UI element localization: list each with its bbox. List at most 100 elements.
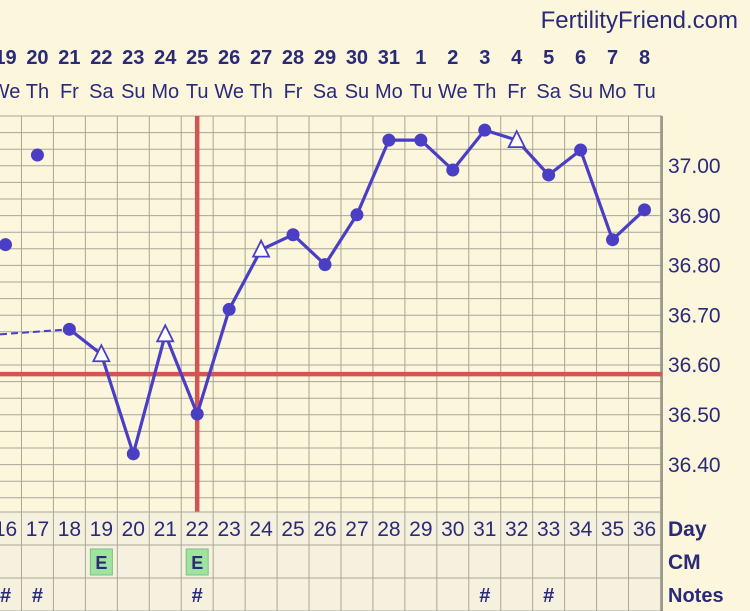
cycle-day-label: 20 [122,518,145,541]
date-label: 2 [447,47,458,69]
note-marker: # [479,585,490,607]
cycle-day-label: 23 [217,518,240,541]
weekday-label: Su [568,81,592,103]
weekday-label: We [214,81,244,103]
y-tick-label: 36.40 [668,454,721,477]
temperature-point [30,148,44,162]
date-label: 22 [90,47,112,69]
weekday-label: Tu [410,81,433,103]
cm-value: E [95,553,107,573]
temperature-point [286,228,300,242]
temperature-point [126,447,140,461]
cycle-day-label: 36 [633,518,656,541]
temperature-point [542,168,556,182]
date-row: 1920212223242526272829303112345678 [0,47,650,69]
cycle-day-label: 28 [377,518,400,541]
weekday-label: Sa [313,81,338,103]
temperature-point-triangle [155,323,175,343]
cycle-day-label: 27 [345,518,368,541]
cycle-day-label: 29 [409,518,432,541]
temperature-point [606,233,620,247]
cm-row-label: CM [668,551,701,574]
temperature-point [382,133,396,147]
weekday-label: Su [345,81,369,103]
temperature-point [574,143,588,157]
date-label: 20 [26,47,48,69]
temperature-point [318,258,332,272]
date-label: 23 [122,47,144,69]
weekday-label: Mo [375,81,403,103]
weekday-label: Sa [89,81,114,103]
cycle-day-label: 22 [186,518,209,541]
temperature-point [638,203,651,217]
date-label: 7 [607,47,618,69]
date-label: 6 [575,47,586,69]
temperature-point [222,302,236,316]
cm-badge [185,548,209,576]
date-label: 25 [186,47,208,69]
date-label: 1 [415,47,426,69]
temperature-point-triangle [507,129,527,149]
weekday-label: Mo [599,81,627,103]
note-marker: # [0,585,11,607]
temperature-point-triangle [91,343,111,363]
date-label: 30 [346,47,368,69]
date-label: 31 [378,47,400,69]
cycle-day-label: 24 [249,518,273,541]
cycle-day-label: 19 [90,518,113,541]
y-tick-label: 36.70 [668,304,721,327]
cycle-day-label: 33 [537,518,560,541]
cm-value: E [191,553,203,573]
note-marker: # [192,585,203,607]
plot-area: 37.00 36.90 36.80 36.70 36.60 36.50 36.40 [0,115,721,512]
date-label: 8 [639,47,650,69]
cycle-day-label: 35 [601,518,624,541]
temperature-point [62,322,76,336]
temperature-point [478,123,492,137]
cm-badge [89,548,113,576]
weekday-label: We [0,81,20,103]
temperature-point [446,163,460,177]
cycle-day-label: 32 [505,518,528,541]
weekday-row: WeThFrSaSuMoTuWeThFrSaSuMoTuWeThFrSaSuMo… [0,81,656,103]
temperature-point-triangle [251,238,271,258]
temperature-point [0,238,12,252]
cycle-day-label: 25 [281,518,304,541]
date-label: 19 [0,47,17,69]
date-label: 27 [250,47,272,69]
weekday-label: Fr [507,81,526,103]
date-label: 24 [154,47,177,69]
weekday-label: Fr [284,81,303,103]
weekday-label: Su [121,81,145,103]
cycle-day-label: 26 [313,518,336,541]
bottom-rows: 16 #17 #18 19 E 20 21 22 E #23 24 25 26 27 28 29 30 31 #32… [0,511,724,611]
cycle-day-label: 18 [58,518,81,541]
y-tick-label: 36.60 [668,354,721,377]
cycle-day-label: 34 [569,518,593,541]
weekday-label: Tu [633,81,656,103]
day-row-label: Day [668,518,707,541]
date-label: 21 [58,47,80,69]
notes-row-label: Notes [668,585,724,607]
weekday-label: We [438,81,468,103]
weekday-label: Sa [536,81,561,103]
brand-logo[interactable]: FertilityFriend.com [541,7,738,34]
weekday-label: Fr [60,81,79,103]
plot-background [0,116,662,512]
dashed-connector [0,328,70,336]
weekday-label: Th [473,81,496,103]
date-label: 29 [314,47,336,69]
y-tick-label: 36.50 [668,404,721,427]
weekday-label: Th [26,81,49,103]
date-label: 5 [543,47,554,69]
y-tick-label: 36.80 [668,255,721,278]
date-label: 4 [511,47,523,69]
note-marker: # [543,585,554,607]
date-label: 28 [282,47,304,69]
date-label: 26 [218,47,240,69]
y-tick-label: 37.00 [668,155,721,178]
cycle-day-label: 21 [154,518,177,541]
weekday-label: Th [249,81,272,103]
temperature-point [350,208,364,222]
